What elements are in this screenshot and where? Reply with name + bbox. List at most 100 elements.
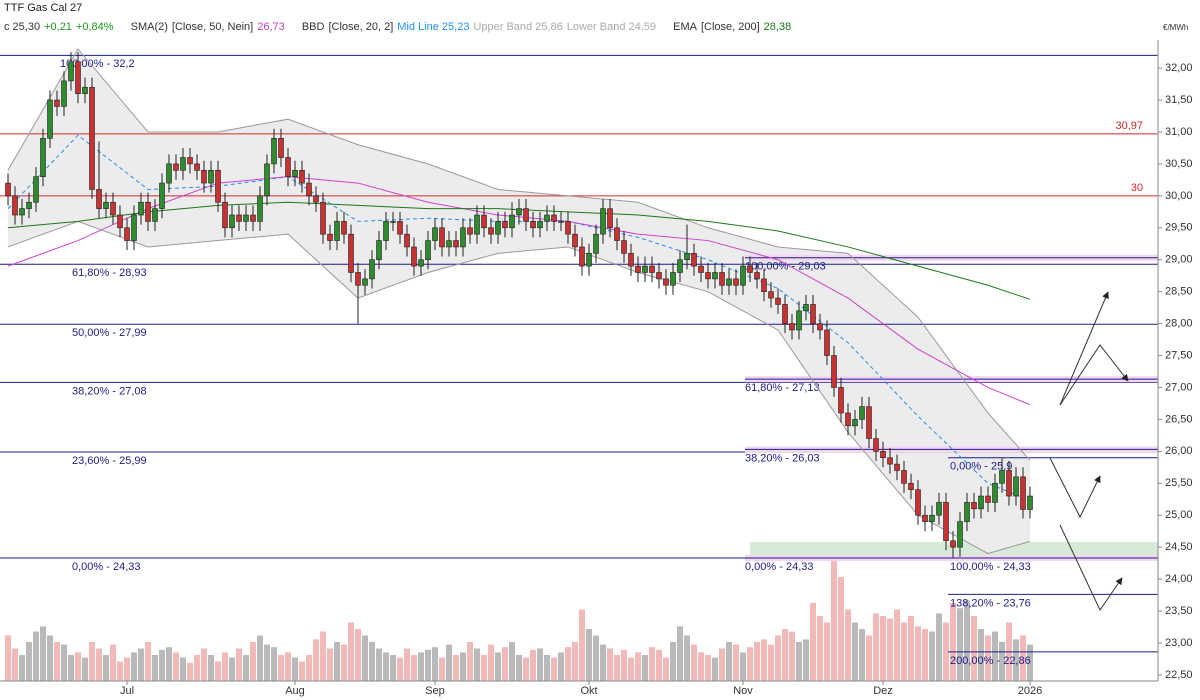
y-tick-label: 23,00 [1165, 637, 1193, 649]
chart-title: TTF Gas Cal 27 [4, 2, 83, 14]
candle-body [733, 278, 739, 286]
x-tick-label: Jul [120, 685, 134, 697]
volume-bar [621, 649, 627, 681]
candle-body [68, 61, 74, 82]
volume-bar [901, 622, 907, 681]
volume-bar [467, 642, 473, 681]
candle-body [460, 227, 466, 248]
candle-body [992, 482, 998, 503]
volume-bar [180, 657, 186, 681]
candle-body [880, 451, 886, 459]
candle-body [166, 163, 172, 184]
volume-bar [600, 644, 606, 681]
volume-bar [852, 622, 858, 681]
volume-bar [131, 652, 137, 681]
candle-body [775, 297, 781, 305]
volume-bar [691, 644, 697, 681]
volume-bar [334, 642, 340, 681]
volume-bar [40, 626, 46, 681]
fib-label: 0,00% - 24,33 [72, 561, 141, 573]
candle-body [110, 201, 116, 216]
candle-body [173, 163, 179, 171]
candle-body [901, 470, 907, 484]
y-tick-label: 32,00 [1165, 62, 1193, 74]
volume-bar [565, 647, 571, 681]
volume-bar [544, 655, 550, 681]
candle-body [285, 157, 291, 177]
candle-body [299, 169, 305, 184]
volume-bar [558, 652, 564, 681]
volume-bar [516, 655, 522, 681]
volume-bar [257, 635, 263, 681]
candle-body [201, 169, 207, 184]
candle-body [194, 163, 200, 171]
volume-bar [999, 642, 1005, 681]
candle-body [5, 182, 11, 197]
candle-body [656, 272, 662, 280]
volume-bar [75, 652, 81, 681]
y-tick-label: 25,50 [1165, 477, 1193, 489]
volume-bar [103, 655, 109, 681]
y-tick-label: 26,00 [1165, 445, 1193, 457]
unit-label: €/MWh [1163, 23, 1189, 32]
volume-bar [320, 631, 326, 681]
y-tick-label: 29,50 [1165, 222, 1193, 234]
volume-bar [817, 616, 823, 681]
candle-body [362, 278, 368, 286]
volume-bar [509, 642, 515, 681]
volume-bar [880, 616, 886, 681]
volume-bar [488, 644, 494, 681]
candle-body [530, 221, 536, 229]
change: +0,21 [44, 21, 72, 33]
fib-label: 23,60% - 25,99 [72, 455, 147, 467]
volume-bar [530, 649, 536, 681]
candle-body [369, 259, 375, 280]
candle-body [215, 169, 221, 203]
volume-bar [166, 647, 172, 681]
candle-body [327, 233, 333, 241]
candle-body [243, 214, 249, 222]
volume-bar [824, 622, 830, 681]
volume-bar [229, 657, 235, 681]
fib-label: 200,00% - 22,86 [950, 655, 1031, 667]
volume-bar [719, 648, 725, 681]
volume-bar [796, 642, 802, 681]
candle-body [180, 157, 186, 171]
volume-bar [775, 635, 781, 681]
volume-bar [866, 635, 872, 681]
candle-body [320, 201, 326, 235]
candle-body [607, 208, 613, 229]
volume-bar [201, 648, 207, 681]
candle-body [726, 278, 732, 286]
candle-body [957, 521, 963, 548]
support-zone [750, 542, 1158, 559]
volume-bar [236, 648, 242, 681]
candle-body [390, 221, 396, 223]
candle-body [523, 208, 529, 222]
sma-params: [Close, 50, Nein] [171, 21, 254, 33]
candle-body [474, 214, 480, 235]
volume-bar [551, 657, 557, 681]
bb-params: [Close, 20, 2] [328, 21, 394, 33]
volume-bar [502, 647, 508, 681]
volume-bar [712, 657, 718, 681]
candle-body [677, 259, 683, 273]
candle-body [96, 189, 102, 209]
candle-body [712, 272, 718, 280]
volume-bar [138, 648, 144, 681]
fib-label: 138,20% - 23,76 [950, 597, 1031, 609]
candle-body [537, 221, 543, 229]
volume-bar [586, 629, 592, 681]
candle-body [663, 278, 669, 286]
volume-bar [894, 609, 900, 681]
fib-label: 50,00% - 27,99 [72, 327, 147, 339]
volume-bar [1013, 639, 1019, 681]
candle-body [936, 502, 942, 516]
ema-name: EMA [673, 21, 697, 33]
volume-bar [922, 629, 928, 681]
candle-body [922, 514, 928, 522]
fib-label: 38,20% - 26,03 [745, 452, 820, 464]
volume-bar [19, 655, 25, 681]
volume-bar [747, 647, 753, 681]
